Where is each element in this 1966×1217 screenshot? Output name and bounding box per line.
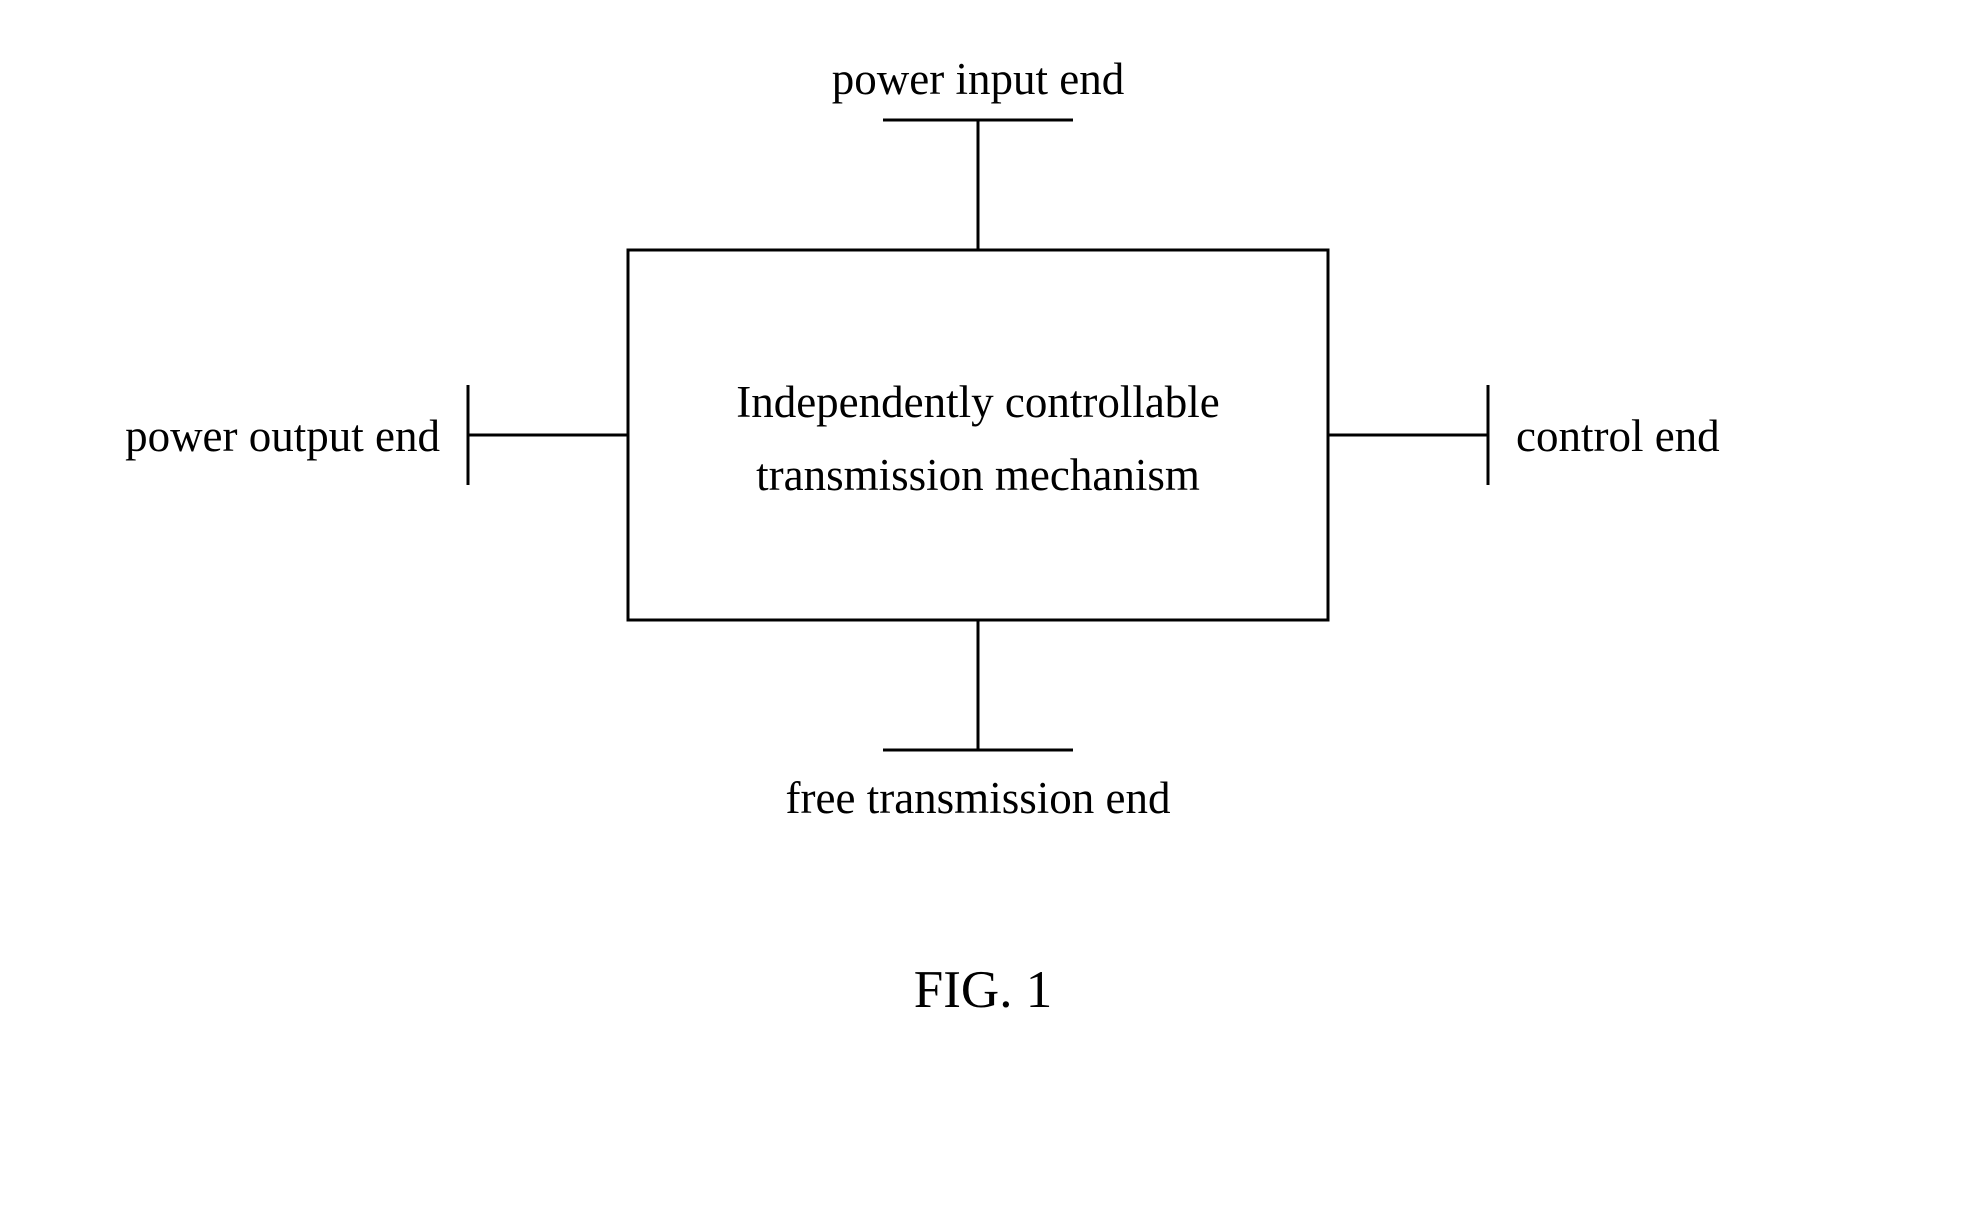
figure-caption: FIG. 1	[0, 960, 1966, 1020]
box-label-line1: Independently controllable	[628, 376, 1328, 428]
label-control-end: control end	[1516, 410, 1720, 462]
diagram-svg	[0, 0, 1966, 1217]
label-free-transmission-end: free transmission end	[0, 772, 1961, 824]
label-power-input-end: power input end	[0, 53, 1961, 105]
label-power-output-end: power output end	[125, 410, 440, 462]
box-label-line2: transmission mechanism	[628, 449, 1328, 501]
diagram-stage: Independently controllable transmission …	[0, 0, 1966, 1217]
